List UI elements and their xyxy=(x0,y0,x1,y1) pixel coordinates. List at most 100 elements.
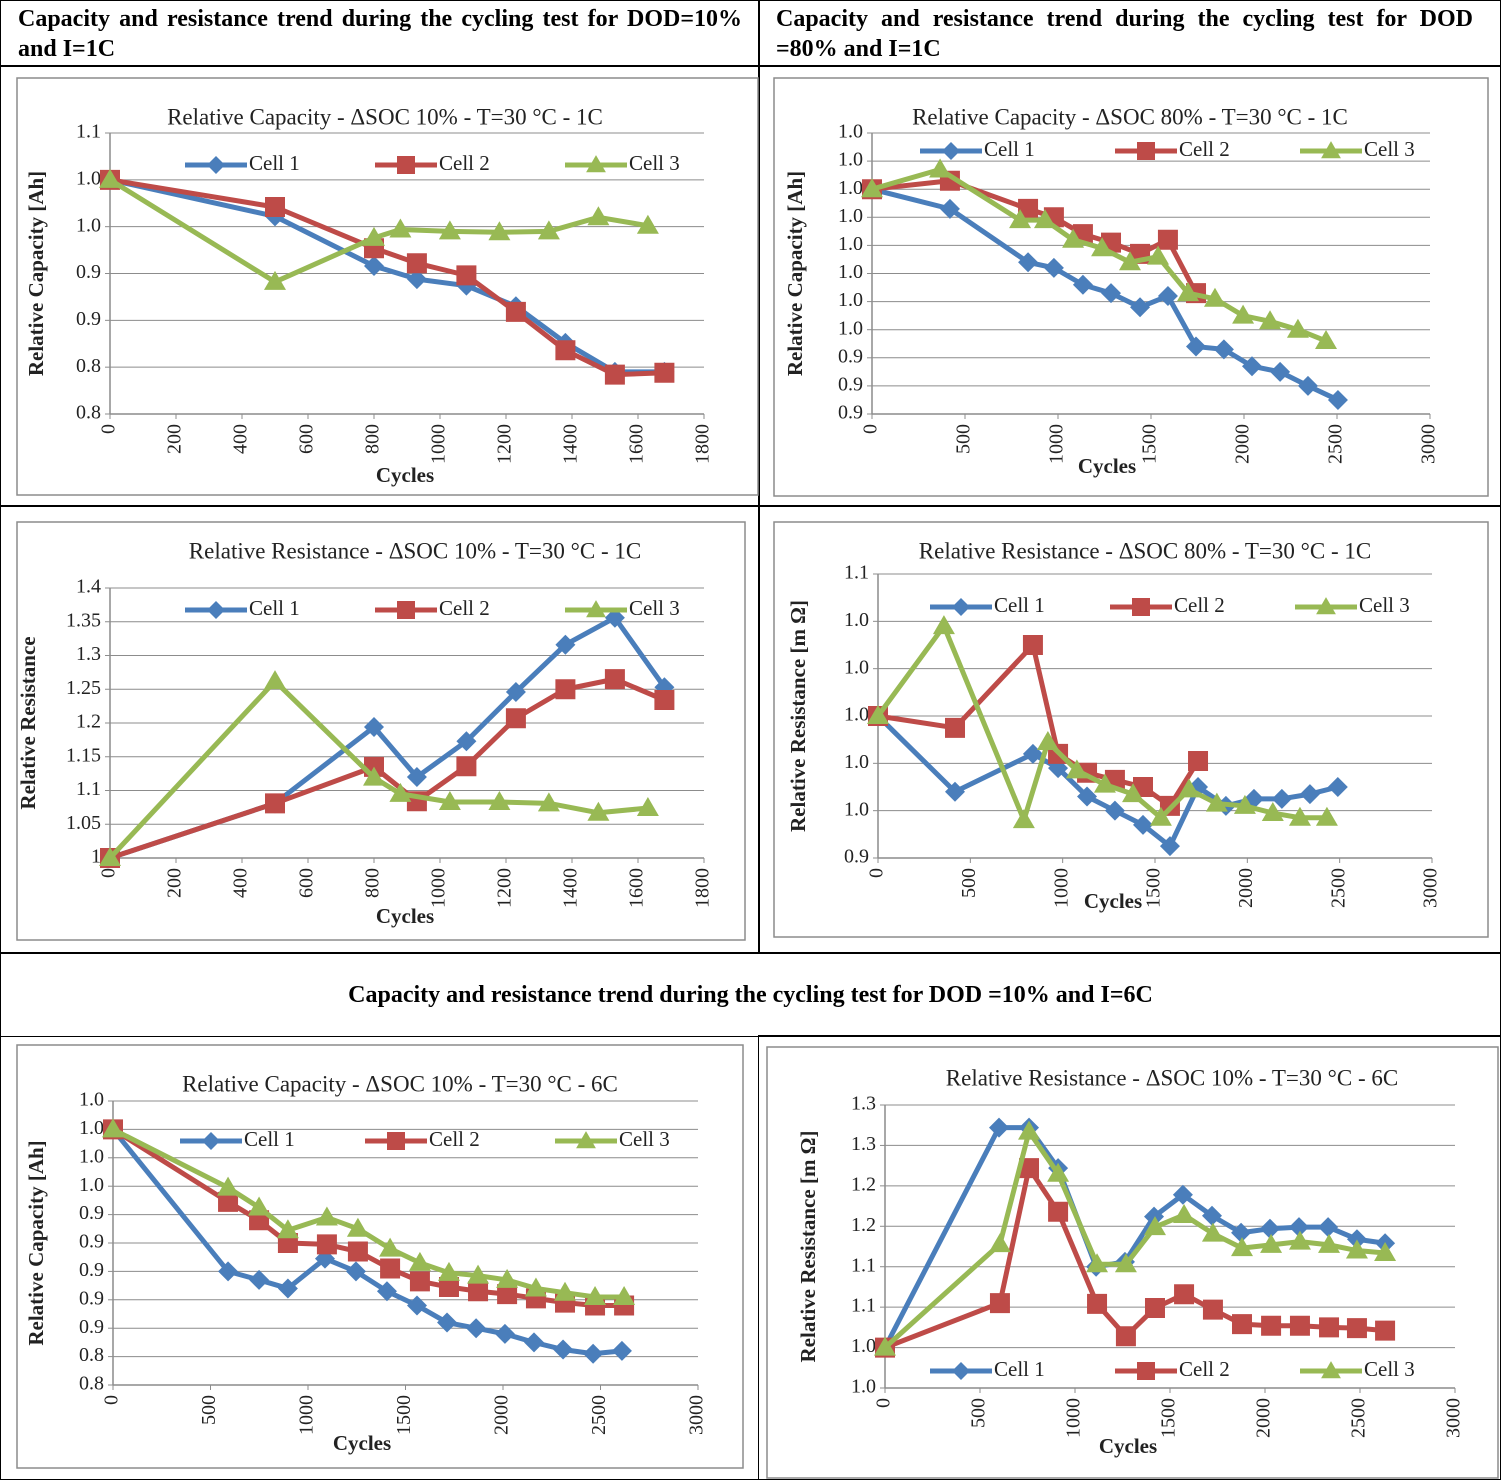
data-point xyxy=(1297,375,1318,396)
table-cell xyxy=(0,65,760,507)
legend-marker xyxy=(207,601,225,619)
legend-marker xyxy=(952,598,970,616)
x-axis-title: Cycles xyxy=(1078,454,1136,478)
y-tick-label: 0.9 xyxy=(79,1259,104,1281)
x-tick-label: 2000 xyxy=(1232,424,1254,464)
x-tick-label: 2500 xyxy=(1348,1398,1370,1438)
data-point xyxy=(1271,788,1292,809)
data-point xyxy=(1086,1253,1109,1273)
legend-label: Cell 2 xyxy=(1174,593,1225,617)
y-tick-label: 0.9 xyxy=(76,308,101,330)
chart-frame xyxy=(16,521,746,941)
legend-label: Cell 1 xyxy=(994,1357,1045,1381)
data-point xyxy=(456,756,477,777)
data-point xyxy=(218,1261,239,1282)
y-axis-title: Relative Capacity [Ah] xyxy=(783,171,807,376)
x-tick-label: 500 xyxy=(958,868,980,898)
data-point xyxy=(524,1277,547,1297)
data-point xyxy=(438,220,461,240)
data-point xyxy=(437,1312,458,1333)
data-point xyxy=(409,1271,430,1292)
y-tick-label: 0.9 xyxy=(79,1202,104,1224)
data-point xyxy=(1289,1315,1310,1336)
y-tick-label: 1.0 xyxy=(851,1335,876,1357)
x-tick-label: 400 xyxy=(230,868,252,898)
x-tick-label: 1600 xyxy=(626,868,648,908)
data-point xyxy=(456,731,477,752)
data-point xyxy=(1177,282,1200,302)
data-point xyxy=(1232,304,1255,324)
data-point xyxy=(1201,1222,1224,1242)
x-tick-label: 1400 xyxy=(560,868,582,908)
y-tick-label: 1.0 xyxy=(838,177,863,199)
legend-marker xyxy=(576,1131,596,1149)
data-point xyxy=(1062,228,1085,248)
y-tick-label: 1.0 xyxy=(844,704,869,726)
data-point xyxy=(1203,287,1226,307)
data-point xyxy=(345,1261,366,1282)
y-tick-label: 1.2 xyxy=(76,711,101,733)
data-point xyxy=(1173,1203,1196,1223)
data-point xyxy=(248,1196,271,1216)
data-point xyxy=(488,790,511,810)
data-point xyxy=(1345,1239,1368,1259)
data-point xyxy=(1286,318,1309,338)
y-tick-label: 1.1 xyxy=(76,778,101,800)
data-point xyxy=(99,847,121,866)
x-tick-label: 3000 xyxy=(686,1395,708,1435)
x-axis-title: Cycles xyxy=(376,463,434,487)
data-point xyxy=(505,708,526,729)
data-point xyxy=(389,218,412,238)
data-point xyxy=(1261,802,1284,822)
x-tick-label: 1400 xyxy=(560,424,582,464)
data-point xyxy=(364,256,384,277)
y-axis-title: Relative Resistance xyxy=(16,636,40,809)
y-axis-title: Relative Resistance [m Ω] xyxy=(786,600,810,832)
y-axis-title: Relative Capacity [Ah] xyxy=(24,171,48,376)
data-point xyxy=(583,1343,604,1364)
data-point xyxy=(505,301,526,322)
data-point xyxy=(1327,777,1348,797)
data-point xyxy=(1202,1299,1223,1320)
legend-marker xyxy=(952,1362,970,1380)
chart-title: Relative Capacity - ΔSOC 80% - T=30 °C -… xyxy=(912,104,1348,129)
legend-marker xyxy=(942,142,960,160)
data-point xyxy=(636,797,659,817)
data-point xyxy=(988,1233,1011,1253)
x-tick-label: 1000 xyxy=(1063,1398,1085,1438)
table-cell xyxy=(0,0,760,67)
data-point xyxy=(555,679,576,700)
data-point xyxy=(1261,1315,1282,1336)
chart-title: Relative Capacity - ΔSOC 10% - T=30 °C -… xyxy=(167,104,603,129)
data-point xyxy=(537,792,560,812)
x-tick-label: 3000 xyxy=(1418,424,1440,464)
y-tick-label: 1.0 xyxy=(76,214,101,236)
legend-label: Cell 1 xyxy=(984,137,1035,161)
data-point xyxy=(102,1118,124,1138)
y-tick-label: 0.8 xyxy=(76,402,101,424)
data-point xyxy=(1177,778,1200,798)
data-point xyxy=(1118,251,1141,271)
y-tick-label: 1.2 xyxy=(851,1214,876,1236)
y-tick-label: 1.0 xyxy=(79,1117,104,1139)
data-point xyxy=(1115,1326,1136,1347)
data-point xyxy=(1318,1233,1341,1253)
data-point xyxy=(874,1336,896,1356)
data-point xyxy=(1375,1320,1396,1341)
x-tick-label: 800 xyxy=(362,868,384,898)
data-point xyxy=(456,265,477,286)
data-point xyxy=(1213,339,1234,360)
data-point xyxy=(1157,229,1178,250)
x-tick-label: 2000 xyxy=(491,1395,513,1435)
x-axis-title: Cycles xyxy=(1099,1434,1157,1458)
data-point xyxy=(1104,800,1125,821)
x-tick-label: 1000 xyxy=(1046,424,1068,464)
data-point xyxy=(1315,806,1338,826)
data-point xyxy=(1157,285,1178,306)
chart-frame xyxy=(16,77,759,496)
data-point xyxy=(1132,814,1153,835)
data-point xyxy=(488,221,511,241)
data-point xyxy=(407,1295,428,1316)
data-point xyxy=(1205,792,1228,812)
